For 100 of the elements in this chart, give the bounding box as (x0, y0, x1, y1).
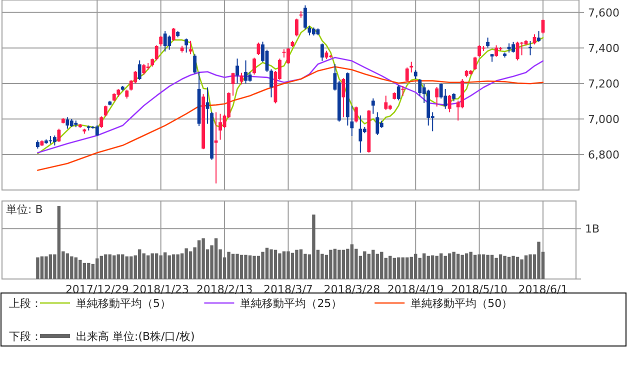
bar (444, 256, 447, 279)
bar (176, 254, 180, 279)
bar (516, 256, 520, 279)
y-tick-label: 7,400 (588, 42, 620, 55)
candlestick (384, 95, 388, 111)
bar (350, 244, 354, 279)
bar (78, 260, 82, 279)
bar (354, 248, 358, 279)
candlestick (532, 34, 536, 45)
candlestick (244, 60, 248, 84)
y-tick-label: 6,800 (588, 148, 620, 162)
bar (410, 256, 413, 279)
x-tick-label: 2018/6/1 (518, 283, 568, 296)
candlestick (138, 60, 142, 80)
bar (507, 256, 511, 279)
bar (286, 251, 290, 279)
bar (248, 255, 252, 279)
candlestick (418, 78, 422, 96)
bar (392, 258, 396, 279)
candlestick (95, 124, 99, 136)
x-tick-label: 2018/4/19 (387, 283, 444, 296)
bar (333, 248, 337, 279)
bar (338, 250, 341, 279)
x-tick-label: 2018/5/10 (451, 283, 508, 296)
bar (163, 252, 167, 279)
candlestick (184, 38, 188, 54)
bar (342, 250, 346, 279)
candlestick (57, 128, 61, 143)
y-tick-label: 1B (585, 222, 600, 236)
bar (116, 254, 120, 279)
bar (48, 254, 52, 279)
legend-label: 単純移動平均（50） (410, 296, 513, 310)
candlestick (270, 68, 273, 98)
line-series (37, 25, 544, 154)
bar (197, 240, 201, 279)
bar (388, 256, 392, 279)
bar (346, 248, 350, 279)
bar (439, 253, 443, 279)
bar (104, 254, 108, 279)
bar (270, 249, 273, 279)
bar (282, 251, 286, 279)
bar (418, 258, 422, 279)
bar (397, 257, 400, 279)
candlestick (193, 54, 197, 74)
candlestick (214, 112, 218, 184)
candlestick (172, 28, 176, 42)
bar (312, 214, 316, 279)
bar (256, 256, 260, 279)
candlestick (188, 40, 192, 55)
bar (486, 254, 490, 279)
bar (44, 256, 48, 279)
bar (431, 255, 434, 279)
bar (40, 256, 44, 279)
bar (138, 249, 142, 279)
bar (57, 206, 61, 279)
bar (66, 253, 70, 279)
bar (244, 254, 248, 279)
candlestick (350, 105, 354, 137)
bar (274, 250, 278, 279)
bar (435, 256, 438, 279)
candlestick (159, 35, 163, 47)
bar (96, 258, 99, 279)
bar (380, 252, 384, 279)
candlestick (435, 86, 439, 108)
candlestick (142, 63, 146, 76)
bar (460, 254, 464, 279)
bar (478, 254, 481, 279)
candlestick (401, 86, 405, 96)
y-tick-label: 7,600 (588, 6, 620, 20)
candlestick (494, 44, 498, 58)
bar (252, 256, 256, 279)
bar (422, 253, 426, 279)
y-axis-title: 単位: B (6, 203, 43, 216)
candlestick (444, 88, 448, 110)
candlestick (252, 57, 256, 76)
bar (304, 254, 307, 279)
bar (87, 262, 90, 279)
candlestick (371, 98, 375, 114)
candlestick (478, 44, 482, 58)
bar (82, 262, 86, 279)
bar (473, 254, 477, 279)
bar (456, 254, 460, 279)
y-tick-label: 7,000 (588, 112, 620, 126)
candlestick (168, 35, 172, 50)
bar (482, 254, 486, 279)
candlestick (405, 66, 409, 82)
bar (112, 255, 116, 279)
bar (130, 256, 133, 279)
candlestick (342, 78, 346, 118)
bar (36, 257, 40, 279)
bar (290, 252, 294, 279)
bar (498, 254, 502, 279)
bar (537, 242, 540, 279)
bar (100, 256, 103, 279)
bar (363, 251, 366, 279)
bar (142, 253, 146, 279)
candlestick (236, 58, 239, 84)
candlestick (512, 41, 515, 54)
bar (414, 254, 418, 279)
x-tick-label: 2018/1/23 (132, 283, 190, 296)
